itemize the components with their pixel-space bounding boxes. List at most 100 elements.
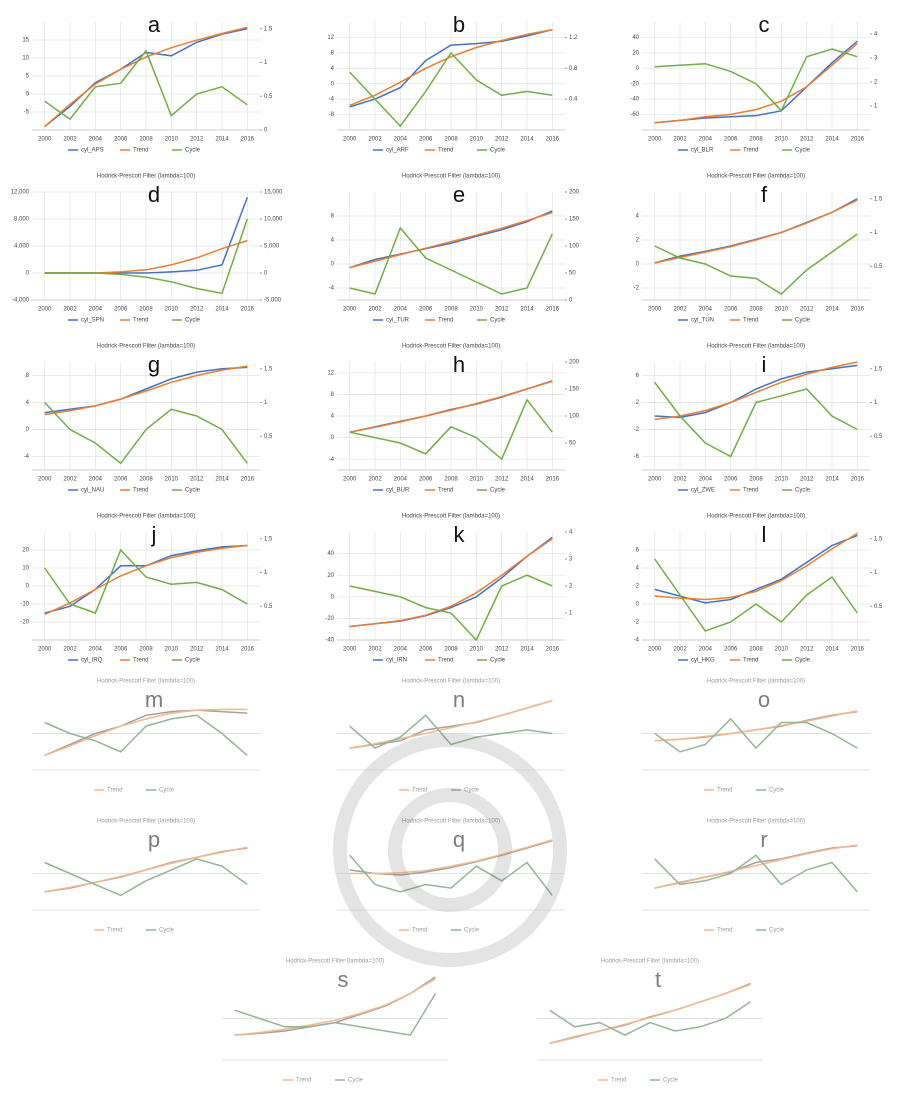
x-tick-label: 2012 — [800, 137, 814, 143]
y-tick-label: 8 — [331, 392, 335, 398]
x-tick-label: 2006 — [114, 137, 128, 143]
y-tick-label: -8 — [329, 112, 335, 118]
legend-label: Cycle — [490, 658, 506, 664]
x-tick-label: 2014 — [215, 307, 229, 313]
x-tick-label: 2002 — [673, 647, 687, 653]
x-tick-label: 2016 — [546, 307, 560, 313]
x-tick-label: 2008 — [749, 137, 763, 143]
x-tick-label: 2004 — [89, 137, 103, 143]
y-tick-label: 40 — [327, 551, 334, 557]
x-tick-label: 2008 — [139, 477, 153, 483]
y-tick-label: 10 — [22, 566, 29, 572]
y-tick-label: 4 — [331, 238, 335, 244]
y-tick-label: 20 — [327, 573, 334, 579]
chart-title: Hodrick-Prescott Filter (lambda=100) — [707, 174, 805, 180]
y-tick-label: 8,000 — [14, 217, 30, 223]
x-tick-label: 2006 — [724, 307, 738, 313]
x-tick-label: 2000 — [38, 647, 52, 653]
chart-title: Hodrick-Prescott Filter (lambda=100) — [402, 679, 500, 685]
x-tick-label: 2000 — [343, 307, 357, 313]
x-tick-label: 2016 — [241, 307, 255, 313]
series-line — [655, 719, 858, 752]
legend-label: Cycle — [464, 928, 480, 934]
x-tick-label: 2010 — [775, 137, 789, 143]
x-tick-label: 2004 — [699, 477, 713, 483]
x-tick-label: 2000 — [38, 137, 52, 143]
y2-tick-label: 3 — [874, 56, 878, 62]
panel-label: b — [453, 12, 465, 37]
y-tick-label: 10 — [22, 56, 29, 62]
x-tick-label: 2002 — [63, 477, 77, 483]
y2-tick-label: 0.4 — [569, 97, 578, 103]
x-tick-label: 2002 — [673, 477, 687, 483]
legend-label: Cycle — [490, 488, 506, 494]
y2-tick-label: 0.5 — [264, 434, 273, 440]
series-line — [550, 985, 751, 1044]
y2-tick-label: 3 — [569, 557, 573, 563]
chart-title: Hodrick-Prescott Filter (lambda=100) — [97, 514, 195, 520]
x-tick-label: 2008 — [749, 477, 763, 483]
legend-label: Cycle — [159, 928, 175, 934]
chart-panel: Hodrick-Prescott Filter (lambda=100)-404… — [24, 344, 273, 494]
y-tick-label: 20 — [22, 548, 29, 554]
y2-tick-label: 1 — [264, 400, 268, 406]
x-tick-label: 2000 — [343, 137, 357, 143]
series-line — [45, 847, 248, 892]
y2-tick-label: 1.5 — [264, 26, 273, 32]
y-tick-label: -20 — [630, 81, 639, 87]
y-tick-label: -6 — [634, 454, 640, 460]
y-tick-label: 2 — [636, 238, 640, 244]
y2-tick-label: 0.5 — [874, 604, 883, 610]
y2-tick-label: 1.5 — [874, 536, 883, 542]
y-tick-label: -40 — [630, 97, 639, 103]
legend-label: cyl_SPN — [81, 318, 104, 324]
x-tick-label: 2016 — [851, 647, 865, 653]
y-tick-label: -4 — [634, 638, 640, 644]
y-tick-label: -4 — [329, 97, 335, 103]
x-tick-label: 2006 — [114, 307, 128, 313]
y-tick-label: -2 — [634, 620, 640, 626]
legend-label: Cycle — [795, 318, 811, 324]
series-line — [655, 845, 858, 888]
chart-panel: Hodrick-Prescott Filter (lambda=100)rTre… — [642, 819, 870, 934]
legend-label: Trend — [133, 658, 148, 664]
chart-title: Hodrick-Prescott Filter (lambda=100) — [402, 344, 500, 350]
y-tick-label: 6 — [636, 373, 640, 379]
y-tick-label: -4 — [329, 286, 335, 292]
panel-label: k — [454, 522, 466, 547]
panel-label: l — [762, 522, 767, 547]
y-tick-label: -60 — [630, 112, 639, 118]
chart-title: Hodrick-Prescott Filter (lambda=100) — [601, 959, 699, 965]
y-tick-label: -4 — [24, 454, 30, 460]
x-tick-label: 2000 — [38, 307, 52, 313]
y-tick-label: 0 — [26, 427, 30, 433]
series-line — [45, 715, 248, 755]
y-tick-label: 4 — [331, 66, 335, 72]
x-tick-label: 2016 — [241, 477, 255, 483]
x-tick-label: 2004 — [699, 307, 713, 313]
y2-tick-label: 150 — [569, 387, 580, 393]
legend-label: Trend — [743, 488, 758, 494]
x-tick-label: 2014 — [520, 477, 534, 483]
x-tick-label: 2014 — [825, 307, 839, 313]
x-tick-label: 2010 — [775, 647, 789, 653]
y2-tick-label: 50 — [569, 441, 576, 447]
panel-label: e — [453, 182, 465, 207]
legend-label: Trend — [717, 788, 732, 794]
legend-label: Trend — [438, 318, 453, 324]
y-tick-label: -4 — [329, 457, 335, 463]
x-tick-label: 2014 — [520, 137, 534, 143]
y2-tick-label: -5,000 — [264, 298, 282, 304]
series-line — [550, 984, 751, 1044]
x-tick-label: 2010 — [470, 307, 484, 313]
chart-panel: Hodrick-Prescott Filter (lambda=100)-6-2… — [634, 344, 883, 494]
chart-panel: -60-40-200204012342000200220042006200820… — [630, 12, 878, 154]
legend-label: cyl_IRQ — [81, 658, 103, 664]
panel-label: g — [148, 352, 160, 377]
y-tick-label: 0 — [636, 602, 640, 608]
legend-label: Cycle — [185, 318, 201, 324]
x-tick-label: 2012 — [190, 477, 204, 483]
y2-tick-label: 0.5 — [874, 264, 883, 270]
x-tick-label: 2002 — [63, 647, 77, 653]
y2-tick-label: 10,000 — [264, 217, 283, 223]
